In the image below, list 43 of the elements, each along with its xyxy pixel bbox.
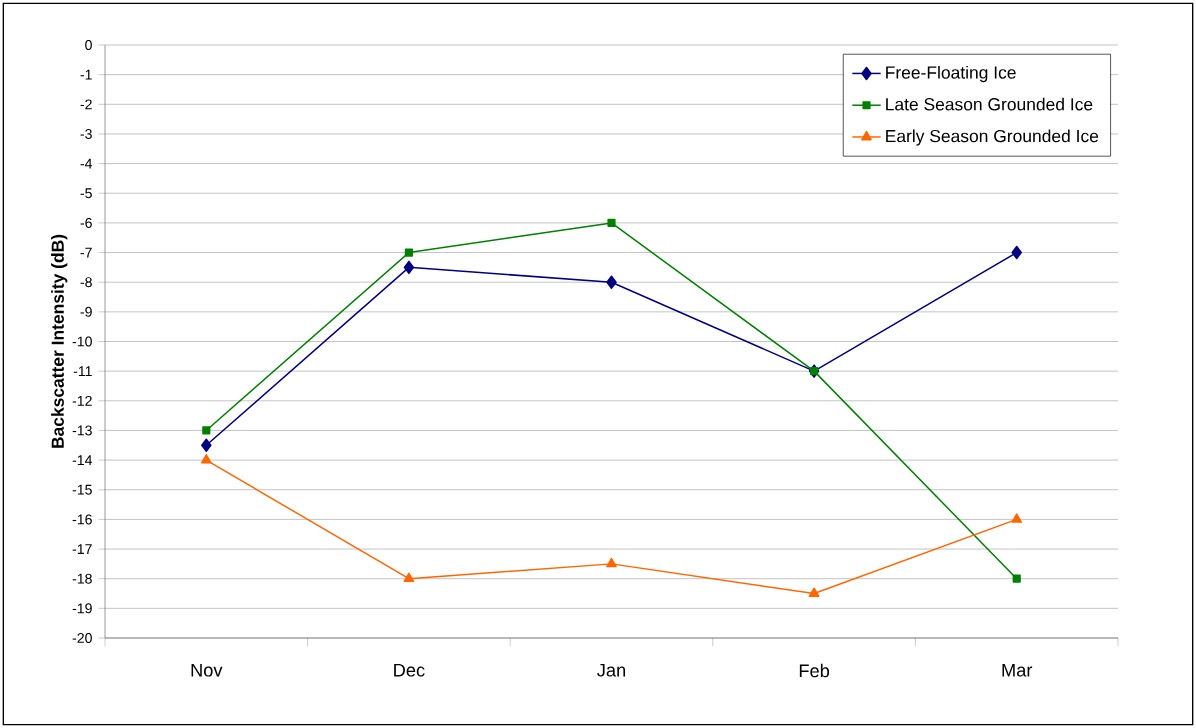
- point: [404, 248, 413, 257]
- y-tick-label: -17: [72, 544, 92, 554]
- legend-label: Late Season Grounded Ice: [886, 97, 1093, 111]
- x-tick-label: Feb: [799, 663, 830, 678]
- y-tick-label: -20: [72, 633, 92, 643]
- legend-label: Early Season Grounded Ice: [886, 129, 1099, 146]
- y-tick-label: -1: [80, 69, 92, 80]
- y-tick-label: -7: [80, 247, 92, 258]
- x-tick-label: Jan: [597, 663, 626, 677]
- y-tick-label: -6: [80, 217, 92, 228]
- y-tick-label: -5: [80, 188, 92, 199]
- y-tick-label: -4: [80, 158, 93, 169]
- legend-label: Free-Floating Ice: [886, 65, 1016, 83]
- y-tick-label: -19: [72, 603, 92, 614]
- y-tick-label: -11: [73, 366, 92, 376]
- point: [201, 438, 212, 453]
- point: [606, 275, 617, 289]
- point: [200, 454, 212, 464]
- point: [808, 587, 820, 597]
- y-tick-label: -16: [72, 514, 92, 525]
- y-tick-label: -2: [80, 99, 92, 110]
- point: [403, 260, 415, 275]
- point: [1012, 574, 1021, 583]
- x-tick-label: Nov: [191, 663, 223, 677]
- y-tick-label: -15: [72, 484, 92, 495]
- point: [1011, 513, 1023, 523]
- y-tick-label: -9: [80, 306, 92, 317]
- y-tick-label: 0: [85, 40, 92, 50]
- point: [1011, 245, 1022, 260]
- point: [606, 557, 617, 568]
- y-axis-title: Backscatter Intensity (dB): [51, 234, 68, 448]
- y-tick-label: -3: [80, 128, 92, 139]
- y-tick-label: -8: [80, 277, 92, 288]
- x-tick-label: Mar: [1002, 663, 1033, 677]
- point: [607, 218, 616, 227]
- point: [403, 572, 415, 583]
- x-tick-label: Dec: [394, 663, 425, 677]
- y-tick-label: -13: [72, 425, 92, 436]
- y-tick-label: -12: [72, 395, 92, 406]
- y-tick-label: -18: [72, 573, 92, 584]
- y-tick-label: -10: [72, 336, 92, 347]
- y-tick-label: -14: [72, 455, 93, 465]
- point: [202, 426, 211, 435]
